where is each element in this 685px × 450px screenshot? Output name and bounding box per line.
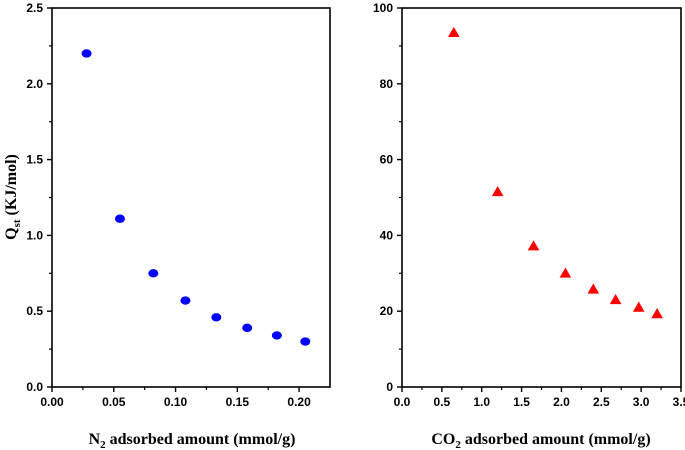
- y-axis-title: Qst (KJ/mol): [3, 154, 23, 240]
- x-axis-title: N2 adsorbed amount (mmol/g): [89, 431, 296, 450]
- x-tick-label: 2.0: [553, 395, 570, 409]
- x-tick-label: 0.20: [287, 395, 311, 409]
- data-point: [114, 214, 125, 223]
- y-tick-label: 1.0: [26, 228, 43, 242]
- y-tick-label: 100: [373, 1, 393, 15]
- axis-title-part: N: [89, 431, 101, 448]
- data-point: [609, 294, 622, 305]
- y-tick-label: 1.5: [26, 153, 43, 167]
- plot-frame: [51, 7, 331, 388]
- axis-title-part: adsorbed amount (mmol/g): [106, 431, 296, 448]
- x-tick-label: 0.15: [226, 395, 250, 409]
- data-point: [148, 269, 159, 278]
- x-tick-label: 0.00: [40, 395, 64, 409]
- data-point: [527, 240, 540, 251]
- y-tick-label: 80: [380, 77, 394, 91]
- x-tick-label: 2.5: [593, 395, 610, 409]
- data-point: [180, 296, 191, 305]
- x-axis-title: CO2 adsorbed amount (mmol/g): [431, 431, 650, 450]
- data-point: [559, 267, 572, 278]
- y-tick-label: 60: [380, 153, 394, 167]
- data-point: [300, 337, 311, 346]
- x-tick-label: 0.10: [164, 395, 188, 409]
- axis-title-subscript: st: [11, 219, 23, 227]
- y-tick-label: 40: [380, 228, 394, 242]
- data-point: [632, 301, 645, 312]
- data-point: [271, 331, 282, 340]
- plot-frame: [401, 7, 682, 388]
- axis-title-part: Q: [3, 227, 20, 239]
- x-tick-label: 3.5: [673, 395, 685, 409]
- chart-co2-qst: 0.0 0.5 1.0 1.5 2.0 2.5 3.0 3.5 0 20 40 60 80 100 CO2 …: [373, 1, 685, 450]
- data-point: [242, 323, 253, 333]
- axis-title-part: CO: [431, 431, 455, 448]
- data-point: [491, 186, 504, 197]
- data-point: [211, 313, 222, 322]
- x-tick-label: 0.5: [434, 395, 451, 409]
- x-tick-label: 0.05: [102, 395, 126, 409]
- data-point: [448, 26, 460, 37]
- x-tick-label: 1.0: [473, 395, 490, 409]
- y-tick-label: 0.0: [26, 380, 43, 394]
- y-tick-label: 2.0: [26, 77, 43, 91]
- axis-title-part: (KJ/mol): [3, 154, 20, 219]
- x-tick-label: 3.0: [633, 395, 650, 409]
- axis-title-subscript: 2: [455, 439, 461, 450]
- data-point: [651, 308, 663, 319]
- data-point: [587, 283, 600, 294]
- x-tick-label: 1.5: [513, 395, 530, 409]
- y-tick-label: 0.5: [26, 304, 43, 318]
- y-tick-label: 2.5: [26, 1, 43, 15]
- axis-title-part: adsorbed amount (mmol/g): [461, 431, 651, 448]
- chart-n2-qst: 0.00 0.05 0.10 0.15 0.20 0.0 0.5 1.0 1.5 2.0 2.5 N2…: [3, 1, 331, 450]
- data-point: [81, 49, 92, 58]
- y-tick-label: 0: [386, 380, 393, 394]
- x-tick-label: 0.0: [394, 395, 411, 409]
- y-tick-label: 20: [380, 304, 394, 318]
- axis-title-subscript: 2: [100, 439, 106, 450]
